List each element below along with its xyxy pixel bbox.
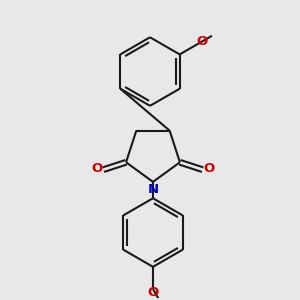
Text: O: O [147, 286, 159, 299]
Text: O: O [196, 35, 208, 48]
Text: N: N [147, 183, 158, 196]
Text: O: O [203, 162, 215, 175]
Text: O: O [91, 162, 102, 175]
